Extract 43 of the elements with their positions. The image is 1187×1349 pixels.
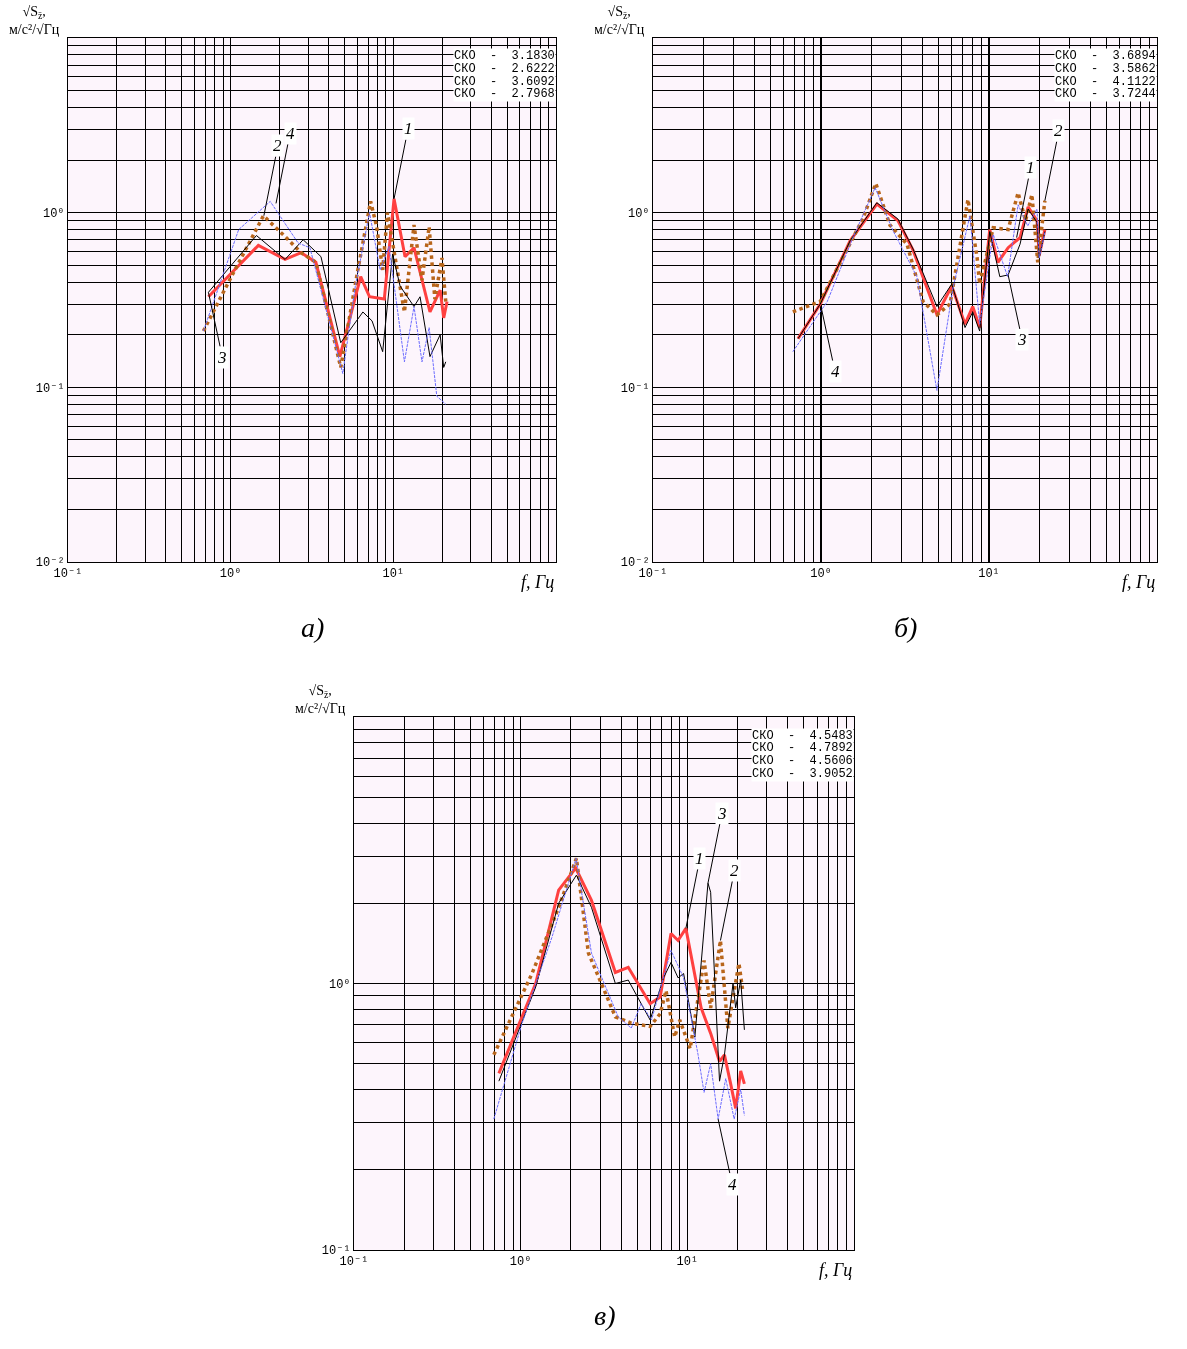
y-axis-title: √S$_{z̈}$, м/с²/√Гц	[594, 4, 645, 38]
annotation: СКО - 3.5862	[1055, 62, 1156, 76]
annotation: 3	[1017, 330, 1027, 349]
annotation: 3	[717, 804, 727, 823]
x-tick-label: 10⁰	[219, 567, 242, 582]
annotation: 4	[286, 124, 295, 143]
annotation: СКО - 3.6092	[454, 75, 555, 89]
x-tick-label: 10⁰	[509, 1255, 532, 1270]
y-tick-label: 10⁰	[42, 206, 65, 221]
x-tick-label: 10¹	[382, 567, 405, 582]
annotation: СКО - 4.5483	[752, 729, 853, 743]
x-tick-label: 10⁰	[810, 567, 832, 582]
annotation: 1	[695, 849, 704, 868]
annotation: СКО - 3.7244	[1055, 87, 1156, 101]
x-tick-label: 10¹	[978, 567, 1000, 582]
y-axis-title: √S$_{z̈}$, м/с²/√Гц	[295, 683, 346, 717]
x-tick-label: 10¹	[676, 1255, 699, 1270]
annotation: 1	[1026, 158, 1035, 177]
text: в)	[594, 1300, 616, 1331]
annotation: 2	[273, 136, 282, 155]
y-tick-label: 10⁻¹	[35, 381, 65, 396]
annotation: СКО - 4.5606	[752, 754, 853, 768]
y-tick-label: 10⁻¹	[620, 381, 650, 396]
annotation: 4	[728, 1175, 737, 1194]
annotation: СКО - 4.1122	[1055, 75, 1156, 89]
y-tick-label: 10⁰	[627, 206, 650, 221]
x-axis-title: f, Гц	[521, 572, 555, 592]
x-axis-title: f, Гц	[819, 1260, 853, 1280]
annotation: СКО - 3.1830	[454, 49, 555, 63]
annotation: 2	[1054, 121, 1063, 140]
annotation: 2	[730, 861, 739, 880]
text: б)	[894, 612, 918, 643]
annotation: 1	[404, 119, 413, 138]
text: а)	[301, 612, 325, 643]
annotation: СКО - 3.9052	[752, 767, 853, 781]
annotation: СКО - 4.7892	[752, 741, 853, 755]
annotation: СКО - 2.7968	[454, 87, 555, 101]
x-axis-title: f, Гц	[1122, 572, 1156, 592]
annotation: СКО - 2.6222	[454, 62, 555, 76]
annotation: 3	[217, 348, 227, 367]
annotation: СКО - 3.6894	[1055, 49, 1156, 63]
annotation: 4	[831, 362, 840, 381]
y-axis-title: √S$_{z̈}$, м/с²/√Гц	[9, 4, 60, 38]
